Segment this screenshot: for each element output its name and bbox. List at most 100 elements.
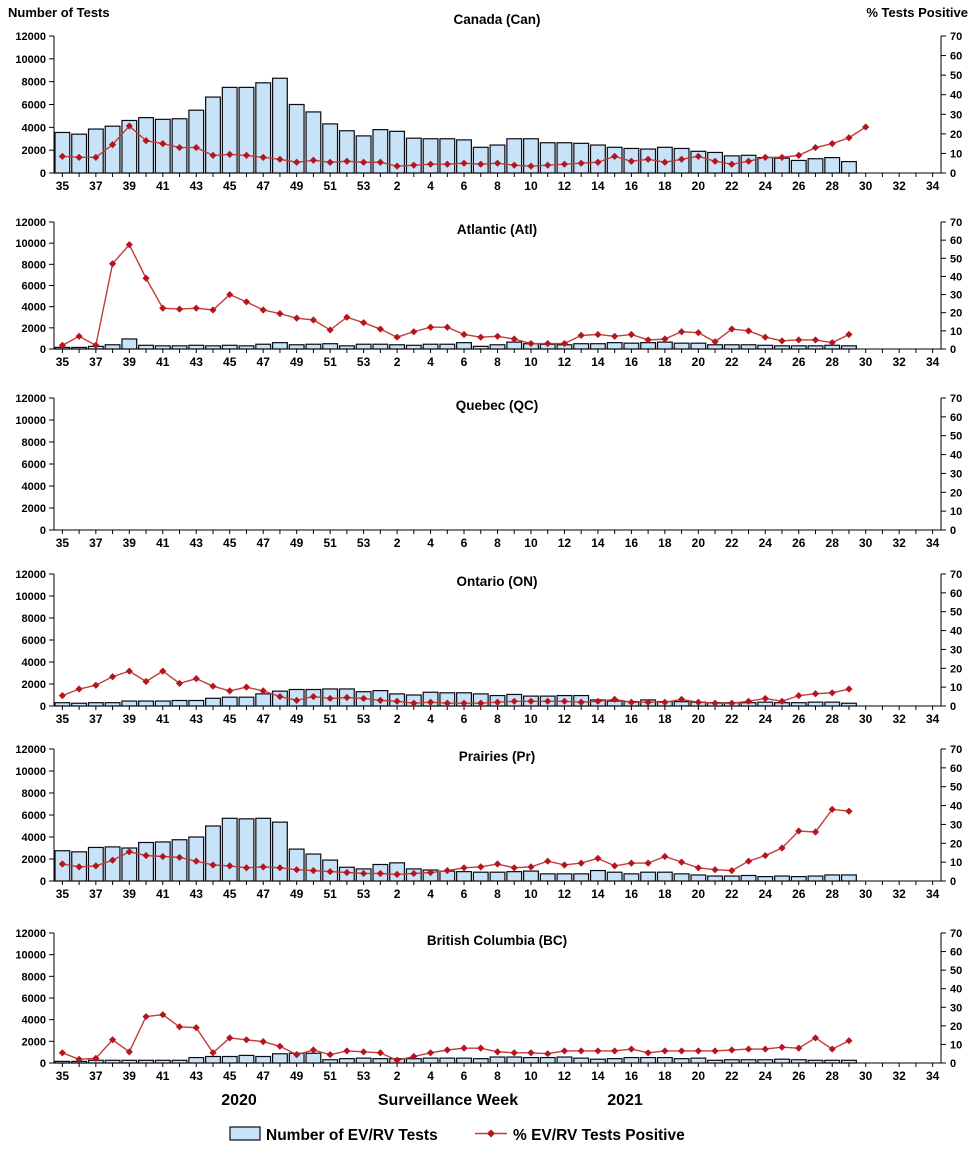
week-tick-label: 20 <box>692 536 706 550</box>
pct-positive-marker-icon <box>728 160 736 168</box>
pct-positive-marker-icon <box>209 151 217 159</box>
tests-bar <box>104 846 121 882</box>
pct-positive-marker-icon <box>577 159 585 167</box>
pct-positive-marker-icon <box>159 667 167 675</box>
tests-bar <box>707 875 724 882</box>
pct-positive-marker-icon <box>795 1044 803 1052</box>
week-tick-label: 37 <box>89 887 103 901</box>
week-tick-label: 37 <box>89 536 103 550</box>
week-tick-label: 35 <box>56 887 70 901</box>
tests-bar <box>656 871 673 882</box>
pct-positive-marker-icon <box>795 336 803 344</box>
week-tick-label: 30 <box>859 887 873 901</box>
week-tick-label: 26 <box>792 355 806 369</box>
pct-positive-marker-icon <box>761 851 769 860</box>
tests-bar <box>757 344 774 350</box>
left-axis-tick-label: 8000 <box>22 437 46 449</box>
tests-bar <box>71 133 88 174</box>
pct-positive-marker-icon <box>644 336 652 344</box>
right-axis-tick-label: 50 <box>950 965 962 977</box>
pct-positive-marker-icon <box>360 1048 368 1056</box>
pct-positive-marker-icon <box>376 696 384 704</box>
right-axis-tick-label: 50 <box>950 607 962 619</box>
tests-bar <box>824 156 841 174</box>
pct-positive-marker-icon <box>159 140 167 148</box>
week-tick-label: 14 <box>591 1069 605 1083</box>
pct-positive-marker-icon <box>694 864 702 872</box>
pct-positive-marker-icon <box>192 1024 200 1032</box>
week-tick-label: 51 <box>323 712 337 726</box>
pct-positive-marker-icon <box>326 326 334 334</box>
tests-bar <box>690 874 707 882</box>
pct-positive-marker-icon <box>108 1036 117 1044</box>
pct-positive-marker-icon <box>460 699 468 707</box>
tests-bar <box>305 343 322 350</box>
tests-bar <box>288 848 305 882</box>
pct-positive-marker-icon <box>761 153 769 161</box>
tests-bar <box>456 1057 472 1064</box>
pct-positive-marker-icon <box>845 1037 853 1045</box>
pct-positive-marker-icon <box>828 140 836 148</box>
pct-positive-marker-icon <box>175 305 184 313</box>
tests-bar <box>690 1057 707 1064</box>
pct-positive-marker-icon <box>594 330 602 339</box>
pct-positive-marker-icon <box>175 679 184 687</box>
week-tick-label: 32 <box>892 887 906 901</box>
week-tick-label: 24 <box>759 355 773 369</box>
left-axis-tick-label: 12000 <box>15 31 46 43</box>
pct-positive-marker-icon <box>75 863 83 871</box>
left-axis-tick-label: 4000 <box>22 122 46 134</box>
week-tick-label: 18 <box>658 355 672 369</box>
week-tick-label: 43 <box>190 712 204 726</box>
week-tick-label: 37 <box>89 179 103 193</box>
tests-bar <box>656 341 673 350</box>
pct-positive-marker-icon <box>226 687 234 695</box>
week-tick-label: 8 <box>494 179 501 193</box>
left-axis-tick-label: 10000 <box>15 950 46 962</box>
tests-bar <box>673 1058 690 1064</box>
week-tick-label: 26 <box>792 536 806 550</box>
pct-positive-marker-icon <box>527 1049 535 1057</box>
pct-positive-marker-icon <box>493 159 502 167</box>
week-tick-label: 47 <box>257 179 271 193</box>
tests-bar <box>774 1058 790 1064</box>
pct-positive-marker-icon <box>460 864 468 872</box>
week-tick-label: 39 <box>123 712 137 726</box>
pct-positive-marker-icon <box>309 867 318 875</box>
pct-positive-marker-icon <box>744 327 753 335</box>
tests-bar <box>640 871 657 882</box>
pct-positive-marker-icon <box>845 807 853 815</box>
pct-positive-marker-icon <box>443 1046 451 1054</box>
pct-positive-marker-icon <box>108 141 117 149</box>
tests-bar <box>322 343 339 350</box>
week-tick-label: 4 <box>427 536 434 550</box>
week-tick-label: 45 <box>223 179 237 193</box>
left-axis-tick-label: 12000 <box>15 393 46 405</box>
right-axis-tick-label: 10 <box>950 857 962 869</box>
left-axis-tick-label: 10000 <box>15 415 46 427</box>
x-axis-title: Surveillance Week <box>378 1092 518 1109</box>
tests-bar <box>790 875 807 882</box>
pct-positive-marker-icon <box>410 328 418 336</box>
week-tick-label: 22 <box>725 887 739 901</box>
pct-positive-marker-icon <box>309 156 318 164</box>
tests-bar <box>740 874 757 882</box>
left-axis-tick-label: 0 <box>40 525 46 537</box>
week-tick-label: 24 <box>759 536 773 550</box>
pct-positive-marker-icon <box>677 155 686 163</box>
pct-positive-marker-icon <box>544 161 552 169</box>
week-tick-label: 4 <box>427 712 434 726</box>
right-axis-tick-label: 20 <box>950 308 962 320</box>
week-tick-label: 22 <box>725 179 739 193</box>
pct-positive-marker-icon <box>443 323 451 331</box>
tests-bar <box>221 1055 238 1064</box>
tests-bar <box>355 1057 372 1064</box>
tests-bar <box>305 1052 322 1064</box>
pct-positive-marker-icon <box>75 1055 83 1063</box>
tests-bar <box>489 871 506 882</box>
pct-positive-marker-icon <box>360 319 368 327</box>
week-tick-label: 24 <box>759 179 773 193</box>
pct-positive-marker-icon <box>92 341 100 349</box>
panel-title-ontario: Ontario (ON) <box>457 574 538 589</box>
